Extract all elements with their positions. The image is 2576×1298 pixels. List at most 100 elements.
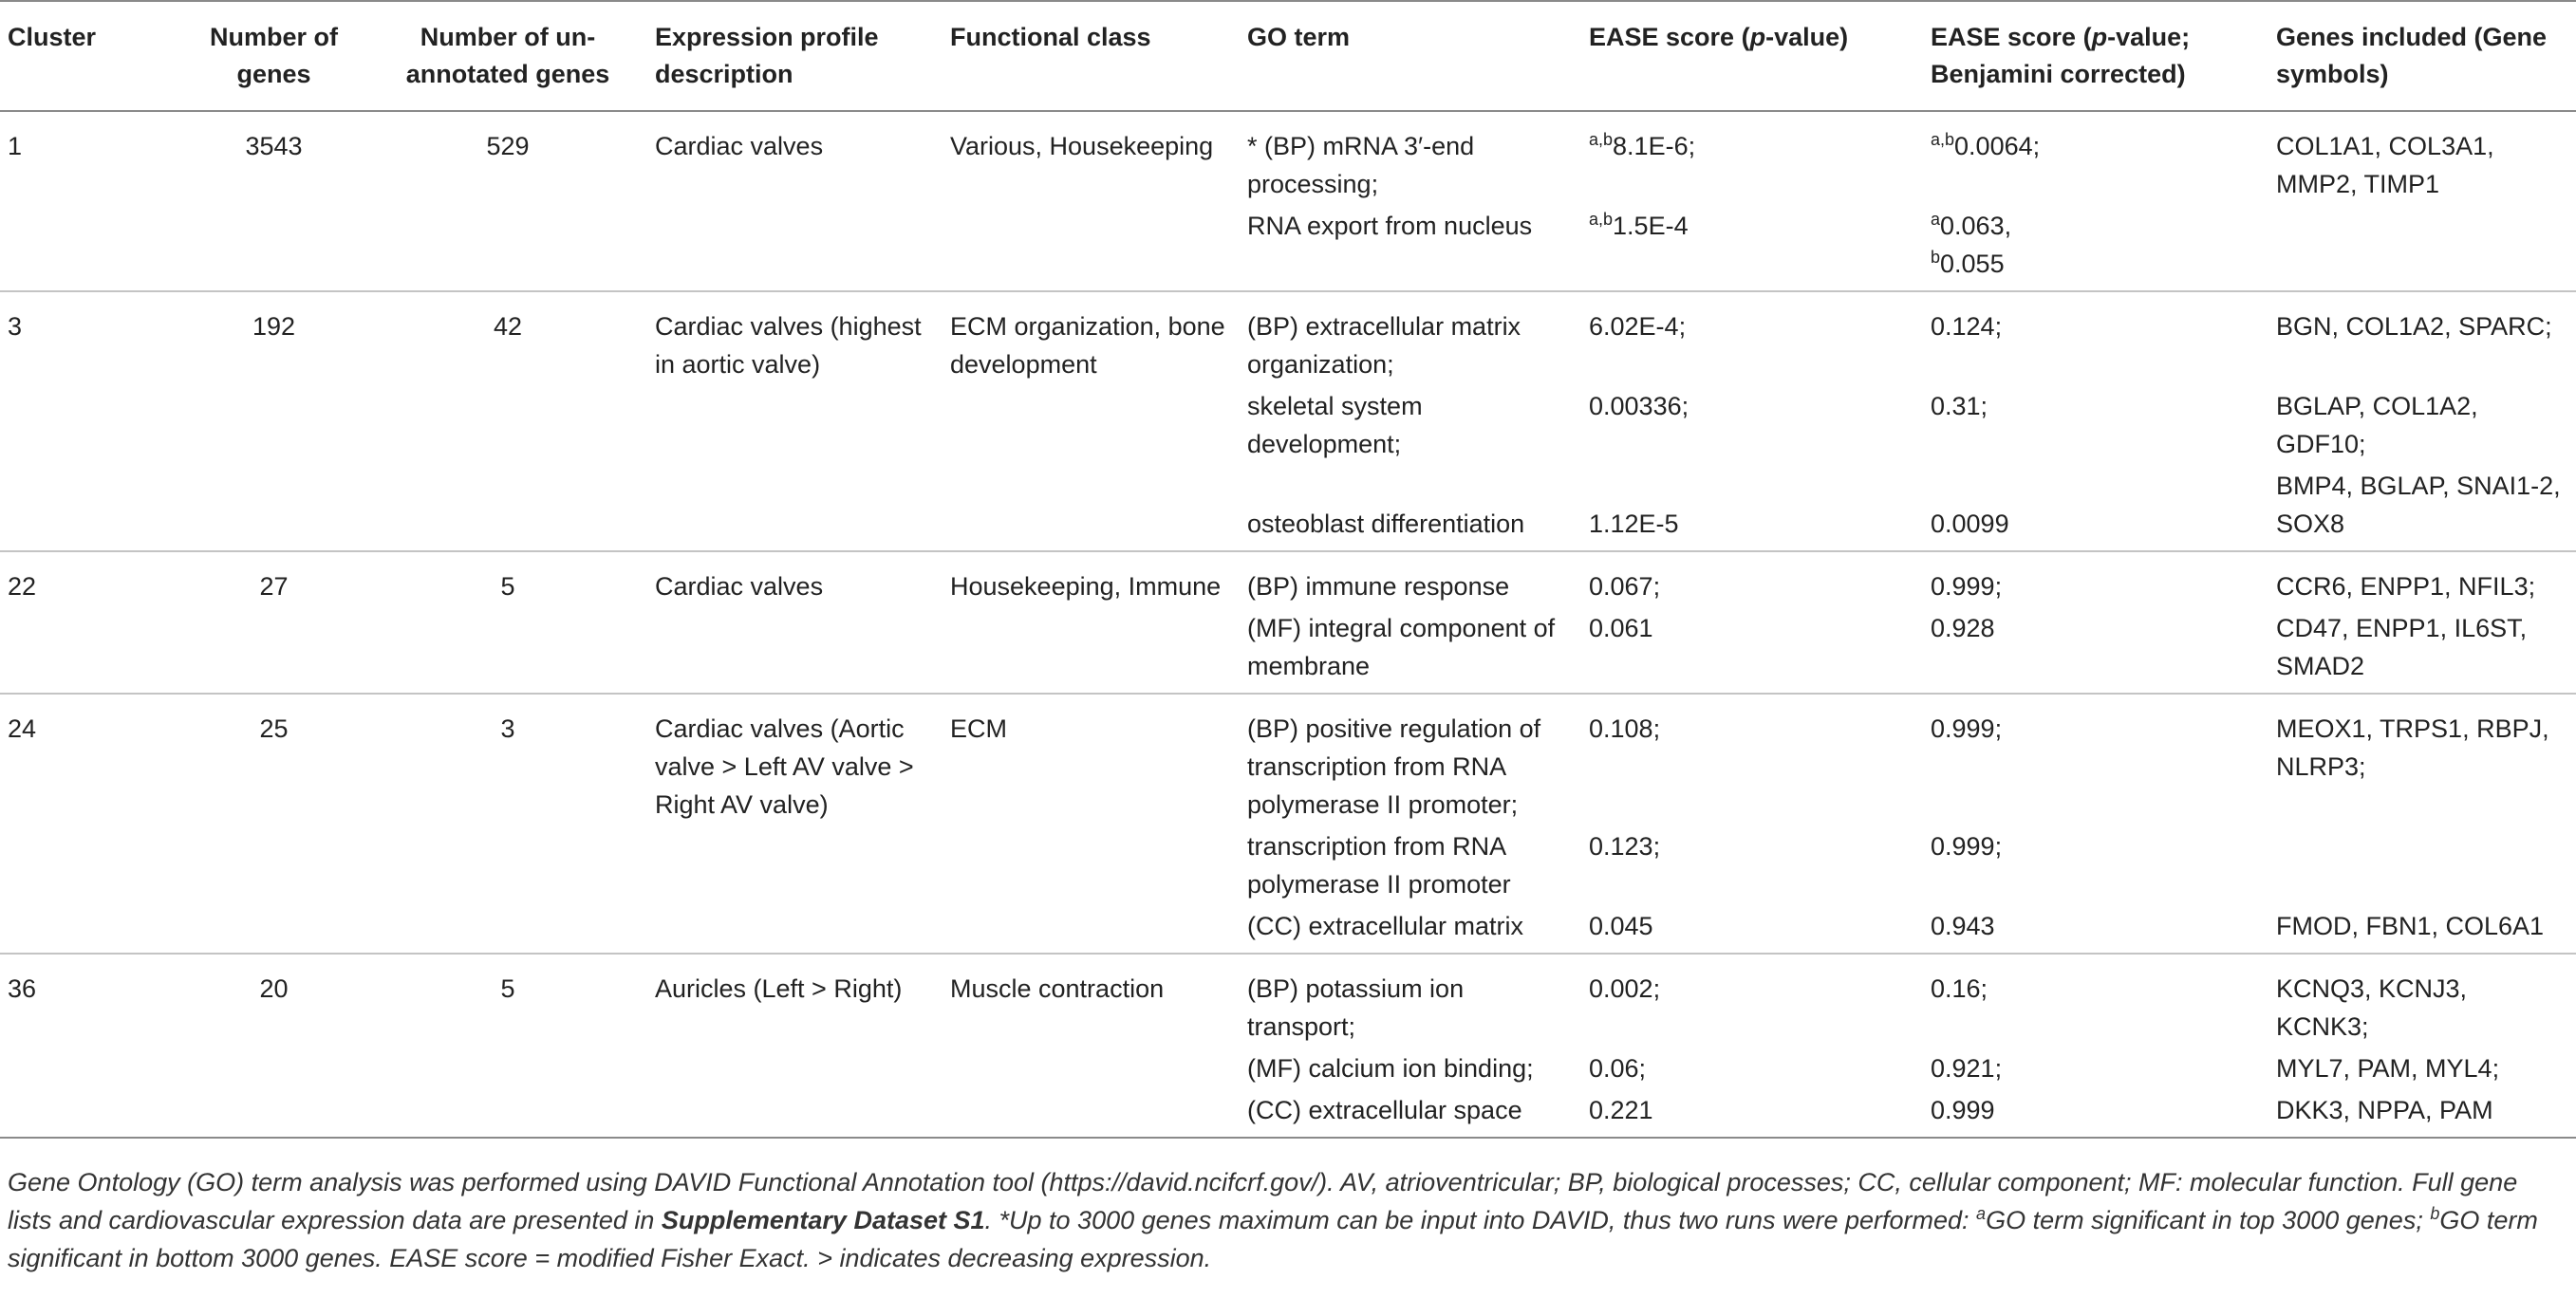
cell-ease-score: 0.108; bbox=[1589, 714, 1661, 743]
table-row: (CC) extracellular space 0.221 0.999 DKK… bbox=[0, 1089, 2576, 1138]
cell-expression-profile: Cardiac valves (Aortic valve > Left AV v… bbox=[655, 714, 914, 819]
cell-go-term: skeletal system development; bbox=[1247, 392, 1423, 458]
cell-ease-score: 0.221 bbox=[1589, 1096, 1653, 1124]
cell-ease-score: 0.06; bbox=[1589, 1054, 1647, 1083]
cell-ease-benjamini: 0.31; bbox=[1931, 392, 1988, 420]
cell-unannotated: 529 bbox=[486, 132, 530, 160]
cell-ease-score: a,b1.5E-4 bbox=[1589, 210, 1689, 240]
cell-go-term: (CC) extracellular space bbox=[1247, 1096, 1522, 1124]
table-row: osteoblast differentiation 1.12E-5 0.009… bbox=[0, 465, 2576, 551]
cell-ease-score: 0.00336; bbox=[1589, 392, 1689, 420]
cell-cluster: 1 bbox=[8, 132, 23, 160]
cell-go-term: (CC) extracellular matrix bbox=[1247, 912, 1524, 940]
cell-genes-included: DKK3, NPPA, PAM bbox=[2276, 1096, 2493, 1124]
cell-ease-benjamini: 0.0099 bbox=[1931, 510, 2009, 538]
go-term-table: Cluster Number of genes Number of un-ann… bbox=[0, 1, 2576, 1138]
table-body: 1 3543 529 Cardiac valves Various, House… bbox=[0, 111, 2576, 1138]
cell-ease-benjamini: a0.063, b0.055 bbox=[1931, 210, 2012, 278]
cell-go-term: * (BP) mRNA 3′-end processing; bbox=[1247, 132, 1475, 198]
cell-go-term: (BP) immune response bbox=[1247, 572, 1510, 601]
cell-unannotated: 5 bbox=[500, 974, 515, 1003]
cell-ease-benjamini: 0.928 bbox=[1931, 614, 1995, 642]
header-expression-profile: Expression profile description bbox=[655, 23, 879, 88]
cell-cluster: 3 bbox=[8, 312, 23, 341]
cell-ease-score: 0.045 bbox=[1589, 912, 1653, 940]
cell-ease-score: 0.002; bbox=[1589, 974, 1661, 1003]
table-header: Cluster Number of genes Number of un-ann… bbox=[0, 1, 2576, 111]
table-footnote: Gene Ontology (GO) term analysis was per… bbox=[8, 1168, 2538, 1272]
cell-cluster: 36 bbox=[8, 974, 37, 1003]
table-row: 22 27 5 Cardiac valves Housekeeping, Imm… bbox=[0, 551, 2576, 607]
cell-genes-included: COL1A1, COL3A1, MMP2, TIMP1 bbox=[2276, 132, 2494, 198]
cell-genes-included: MYL7, PAM, MYL4; bbox=[2276, 1054, 2500, 1083]
cell-genes-included: BGN, COL1A2, SPARC; bbox=[2276, 312, 2552, 341]
cell-genes-included: MEOX1, TRPS1, RBPJ, NLRP3; bbox=[2276, 714, 2549, 781]
cell-functional-class: Housekeeping, Immune bbox=[950, 572, 1222, 601]
header-genes-included: Genes included (Gene symbols) bbox=[2276, 23, 2548, 88]
cell-ease-benjamini: 0.999; bbox=[1931, 832, 2003, 861]
cell-go-term: RNA export from nucleus bbox=[1247, 212, 1533, 240]
cell-expression-profile: Auricles (Left > Right) bbox=[655, 974, 903, 1003]
cell-ease-benjamini: 0.124; bbox=[1931, 312, 2003, 341]
cell-go-term: (MF) calcium ion binding; bbox=[1247, 1054, 1534, 1083]
supplementary-dataset-reference: Supplementary Dataset S1 bbox=[661, 1206, 985, 1234]
table-row: 36 20 5 Auricles (Left > Right) Muscle c… bbox=[0, 954, 2576, 1048]
cell-unannotated: 3 bbox=[500, 714, 515, 743]
cell-genes-included bbox=[2268, 825, 2576, 905]
header-number-of-genes: Number of genes bbox=[210, 23, 338, 88]
table-row: (MF) calcium ion binding; 0.06; 0.921; M… bbox=[0, 1048, 2576, 1089]
header-cluster: Cluster bbox=[8, 23, 97, 51]
cell-genes-included: CCR6, ENPP1, NFIL3; bbox=[2276, 572, 2536, 601]
cell-number-of-genes: 20 bbox=[259, 974, 289, 1003]
cell-cluster: 24 bbox=[8, 714, 37, 743]
cell-expression-profile: Cardiac valves bbox=[655, 572, 824, 601]
table-row: transcription from RNA polymerase II pro… bbox=[0, 825, 2576, 905]
cell-number-of-genes: 27 bbox=[259, 572, 289, 601]
cell-genes-included: KCNQ3, KCNJ3, KCNK3; bbox=[2276, 974, 2468, 1041]
cell-number-of-genes: 192 bbox=[252, 312, 296, 341]
cell-ease-score: 0.123; bbox=[1589, 832, 1661, 861]
cell-ease-score: a,b8.1E-6; bbox=[1589, 130, 1696, 160]
cell-functional-class: Various, Housekeeping bbox=[950, 132, 1214, 160]
table-row: 3 192 42 Cardiac valves (highest in aort… bbox=[0, 291, 2576, 385]
cell-unannotated: 42 bbox=[493, 312, 523, 341]
header-row: Cluster Number of genes Number of un-ann… bbox=[0, 1, 2576, 111]
table-row: 1 3543 529 Cardiac valves Various, House… bbox=[0, 111, 2576, 205]
cell-genes-included: CD47, ENPP1, IL6ST, SMAD2 bbox=[2276, 614, 2528, 680]
cell-expression-profile: Cardiac valves bbox=[655, 132, 824, 160]
cell-go-term: (BP) positive regulation of transcriptio… bbox=[1247, 714, 1541, 819]
cell-ease-benjamini: 0.943 bbox=[1931, 912, 1995, 940]
header-unannotated: Number of un-annotated genes bbox=[405, 23, 610, 88]
cell-genes-included: FMOD, FBN1, COL6A1 bbox=[2276, 912, 2545, 940]
table-row: skeletal system development; 0.00336; 0.… bbox=[0, 385, 2576, 465]
cell-genes-included: BMP4, BGLAP, SNAI1-2, SOX8 bbox=[2276, 472, 2561, 538]
table-row: (CC) extracellular matrix 0.045 0.943 FM… bbox=[0, 905, 2576, 954]
cell-functional-class: ECM organization, bone development bbox=[950, 312, 1225, 379]
cell-go-term: (BP) extracellular matrix organization; bbox=[1247, 312, 1521, 379]
cell-number-of-genes: 25 bbox=[259, 714, 289, 743]
cell-unannotated: 5 bbox=[500, 572, 515, 601]
cell-ease-benjamini: 0.999; bbox=[1931, 572, 2003, 601]
cell-ease-benjamini: 0.999; bbox=[1931, 714, 2003, 743]
cell-ease-benjamini: a,b0.0064; bbox=[1931, 130, 2041, 160]
cell-expression-profile: Cardiac valves (highest in aortic valve) bbox=[655, 312, 922, 379]
cell-go-term: (BP) potassium ion transport; bbox=[1247, 974, 1465, 1041]
cell-go-term: (MF) integral component of membrane bbox=[1247, 614, 1556, 680]
cell-ease-score: 0.067; bbox=[1589, 572, 1661, 601]
header-ease-benjamini: EASE score (p-value; Benjamini corrected… bbox=[1931, 23, 2191, 88]
table-row: 24 25 3 Cardiac valves (Aortic valve > L… bbox=[0, 694, 2576, 825]
cell-ease-score: 6.02E-4; bbox=[1589, 312, 1687, 341]
header-ease-score: EASE score (p-value) bbox=[1589, 23, 1849, 51]
cell-cluster: 22 bbox=[8, 572, 37, 601]
cell-ease-score: 1.12E-5 bbox=[1589, 510, 1679, 538]
cell-ease-benjamini: 0.16; bbox=[1931, 974, 1988, 1003]
cell-genes-included: BGLAP, COL1A2, GDF10; bbox=[2276, 392, 2478, 458]
table-row: RNA export from nucleus a,b1.5E-4 a0.063… bbox=[0, 205, 2576, 291]
header-go-term: GO term bbox=[1247, 23, 1351, 51]
cell-functional-class: ECM bbox=[950, 714, 1007, 743]
cell-functional-class: Muscle contraction bbox=[950, 974, 1165, 1003]
cell-number-of-genes: 3543 bbox=[245, 132, 303, 160]
cell-go-term: transcription from RNA polymerase II pro… bbox=[1247, 832, 1511, 899]
table-row: (MF) integral component of membrane 0.06… bbox=[0, 607, 2576, 694]
